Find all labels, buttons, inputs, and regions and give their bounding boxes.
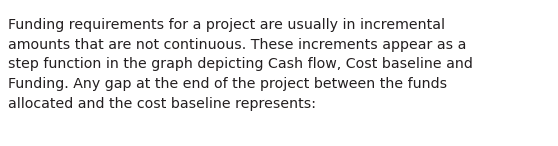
Text: Funding requirements for a project are usually in incremental
amounts that are n: Funding requirements for a project are u… — [8, 18, 473, 111]
